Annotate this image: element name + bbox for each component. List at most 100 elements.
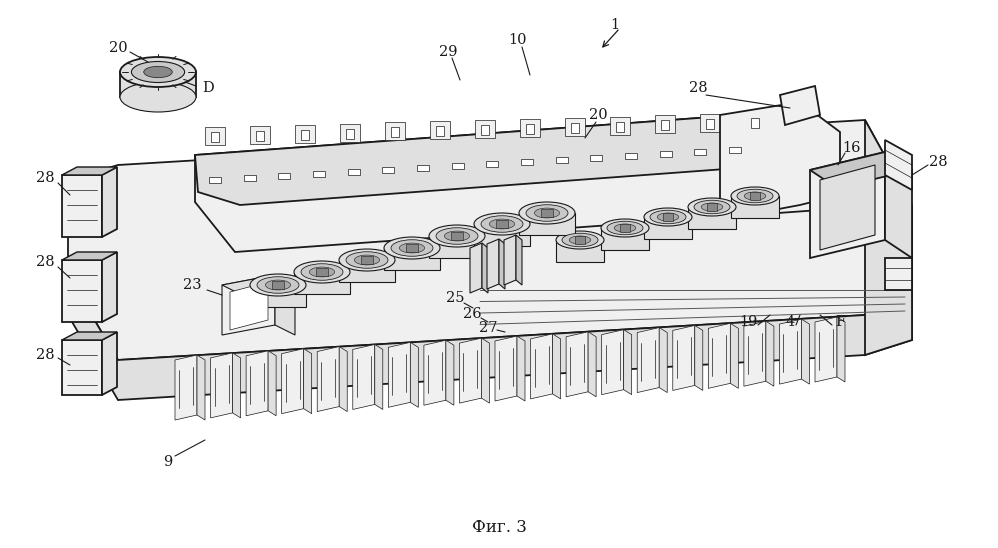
Ellipse shape (120, 57, 196, 87)
Polygon shape (102, 252, 117, 322)
Polygon shape (620, 224, 631, 232)
Ellipse shape (658, 213, 679, 221)
Polygon shape (810, 152, 885, 258)
Text: 28: 28 (929, 155, 947, 169)
Ellipse shape (144, 66, 173, 78)
Polygon shape (486, 161, 498, 167)
Ellipse shape (384, 237, 440, 259)
Polygon shape (865, 120, 912, 355)
Text: D: D (203, 81, 214, 95)
Polygon shape (885, 258, 912, 290)
Polygon shape (695, 149, 707, 155)
Polygon shape (695, 326, 703, 390)
Polygon shape (382, 167, 394, 173)
Polygon shape (482, 243, 488, 293)
Polygon shape (384, 248, 440, 270)
Polygon shape (744, 321, 765, 386)
Polygon shape (688, 207, 736, 229)
Polygon shape (211, 132, 219, 142)
Polygon shape (610, 117, 630, 134)
Text: 4: 4 (785, 315, 794, 329)
Polygon shape (102, 167, 117, 237)
Ellipse shape (265, 280, 290, 290)
Polygon shape (197, 355, 205, 420)
Polygon shape (591, 155, 603, 161)
Polygon shape (230, 282, 268, 330)
Polygon shape (301, 130, 309, 140)
Text: 20: 20 (589, 108, 608, 122)
Polygon shape (779, 319, 801, 384)
Polygon shape (601, 228, 649, 250)
Text: 25: 25 (446, 291, 464, 305)
Polygon shape (275, 275, 295, 335)
Polygon shape (556, 157, 568, 163)
Text: 28: 28 (36, 348, 54, 362)
Polygon shape (340, 123, 360, 141)
Polygon shape (281, 349, 303, 414)
Polygon shape (436, 126, 444, 136)
Text: 1: 1 (611, 18, 620, 32)
Text: 28: 28 (36, 255, 54, 269)
Polygon shape (885, 152, 912, 258)
Polygon shape (339, 346, 347, 412)
Polygon shape (780, 86, 820, 125)
Polygon shape (475, 120, 495, 138)
Ellipse shape (294, 261, 350, 283)
Ellipse shape (519, 202, 575, 224)
Polygon shape (520, 119, 540, 137)
Polygon shape (481, 125, 489, 135)
Polygon shape (660, 328, 668, 392)
Polygon shape (673, 326, 695, 390)
Polygon shape (222, 275, 295, 295)
Polygon shape (731, 323, 739, 389)
Text: 20: 20 (109, 41, 128, 55)
Polygon shape (303, 349, 311, 414)
Polygon shape (709, 323, 731, 389)
Text: 26: 26 (463, 307, 481, 321)
Polygon shape (295, 124, 315, 142)
Polygon shape (459, 338, 481, 403)
Ellipse shape (569, 236, 591, 244)
Text: F: F (835, 315, 845, 329)
Polygon shape (661, 121, 669, 130)
Polygon shape (660, 151, 672, 157)
Polygon shape (700, 114, 720, 132)
Polygon shape (360, 255, 373, 264)
Polygon shape (430, 121, 450, 139)
Ellipse shape (526, 205, 568, 221)
Polygon shape (531, 334, 553, 399)
Polygon shape (209, 177, 221, 183)
Polygon shape (526, 124, 534, 134)
Polygon shape (731, 196, 779, 218)
Ellipse shape (731, 187, 779, 205)
Ellipse shape (702, 203, 723, 211)
Polygon shape (446, 340, 454, 405)
Ellipse shape (614, 224, 636, 232)
Ellipse shape (481, 216, 523, 232)
Text: 27: 27 (479, 321, 497, 335)
Polygon shape (749, 192, 760, 199)
Polygon shape (102, 332, 117, 395)
Polygon shape (451, 232, 463, 241)
Polygon shape (496, 220, 508, 229)
Ellipse shape (534, 208, 560, 218)
Ellipse shape (444, 231, 470, 241)
Polygon shape (707, 203, 718, 210)
Polygon shape (250, 285, 306, 307)
Polygon shape (553, 334, 561, 399)
Polygon shape (474, 224, 530, 246)
Polygon shape (62, 175, 102, 237)
Polygon shape (278, 173, 290, 179)
Polygon shape (62, 252, 117, 260)
Ellipse shape (436, 228, 478, 244)
Polygon shape (519, 213, 575, 235)
Ellipse shape (346, 252, 388, 269)
Polygon shape (244, 175, 255, 181)
Polygon shape (729, 147, 741, 153)
Polygon shape (250, 126, 270, 144)
Polygon shape (663, 213, 674, 221)
Polygon shape (313, 171, 325, 177)
Ellipse shape (650, 210, 686, 224)
Text: 23: 23 (183, 278, 202, 292)
Polygon shape (588, 332, 596, 397)
